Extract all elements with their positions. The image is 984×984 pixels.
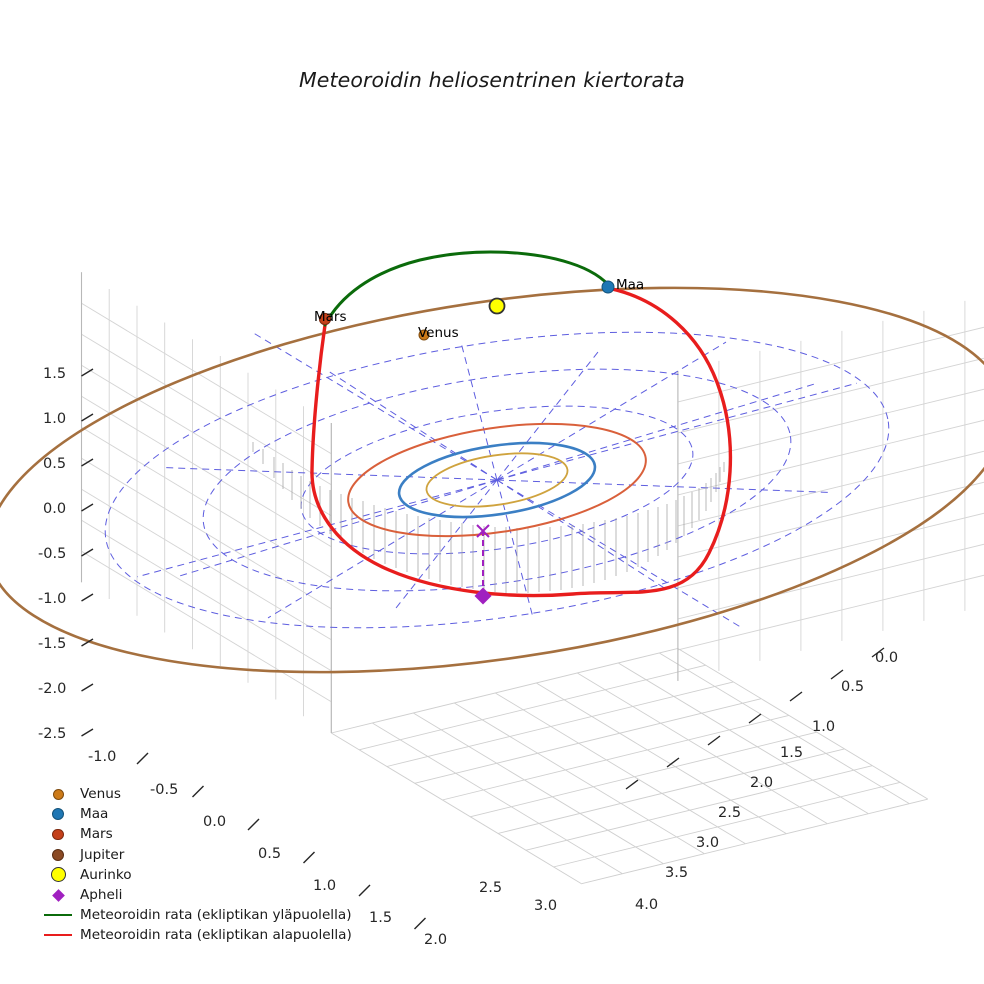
legend: Venus Maa Mars Jupiter Aurinko: [36, 784, 366, 946]
orbit-venus: [425, 452, 569, 508]
legend-label: Meteoroidin rata (ekliptikan alapuolella…: [80, 927, 352, 944]
orbit-earth: [397, 441, 597, 519]
polar-ring-4: [104, 331, 890, 629]
axes-box-edges: [80, 272, 679, 733]
body-marker-venus: [418, 329, 430, 341]
axis-ticks: [81, 368, 885, 930]
venus-marker-icon: [36, 788, 80, 800]
polar-ring-3: [202, 368, 792, 592]
legend-item-above-ecliptic[interactable]: Meteoroidin rata (ekliptikan yläpuolella…: [36, 905, 366, 925]
green-line-icon: [36, 914, 80, 917]
axes-panes: [81, 272, 984, 885]
orbit-mars: [347, 422, 647, 538]
aphelion-ecliptic-x-marker: [476, 524, 490, 538]
legend-label: Maa: [80, 806, 109, 823]
ecliptic-polar-grid: [104, 331, 890, 629]
legend-item-mars[interactable]: Mars: [36, 824, 366, 844]
meteoroid-orbit-below-ecliptic: [310, 287, 733, 598]
legend-label: Aurinko: [80, 866, 132, 883]
legend-item-jupiter[interactable]: Jupiter: [36, 845, 366, 865]
aurinko-marker-icon: [36, 867, 80, 883]
polar-spokes: [137, 332, 857, 628]
body-marker-maa: [601, 280, 615, 294]
aphelion-diamond-marker: [474, 587, 492, 605]
red-line-icon: [36, 934, 80, 937]
body-marker-aurinko: [488, 297, 506, 315]
jupiter-marker-icon: [36, 848, 80, 861]
orbit-jupiter: [0, 286, 984, 674]
meteoroid-orbit-above-ecliptic: [323, 250, 614, 327]
apheli-diamond-icon: [36, 888, 80, 902]
legend-label: Meteoroidin rata (ekliptikan yläpuolella…: [80, 907, 352, 924]
orbit-droplines: [252, 442, 725, 593]
legend-label: Apheli: [80, 887, 123, 904]
legend-item-venus[interactable]: Venus: [36, 784, 366, 804]
legend-label: Jupiter: [80, 846, 125, 863]
legend-label: Mars: [80, 826, 113, 843]
pane-right: [677, 300, 984, 681]
mars-marker-icon: [36, 828, 80, 841]
legend-label: Venus: [80, 786, 121, 803]
legend-item-maa[interactable]: Maa: [36, 804, 366, 824]
legend-item-apheli[interactable]: Apheli: [36, 885, 366, 905]
pane-bottom: [331, 647, 928, 885]
legend-item-below-ecliptic[interactable]: Meteoroidin rata (ekliptikan alapuolella…: [36, 925, 366, 945]
maa-marker-icon: [36, 808, 80, 821]
legend-item-aurinko[interactable]: Aurinko: [36, 865, 366, 885]
body-marker-mars: [318, 312, 332, 326]
aphelion-group: [474, 524, 492, 605]
